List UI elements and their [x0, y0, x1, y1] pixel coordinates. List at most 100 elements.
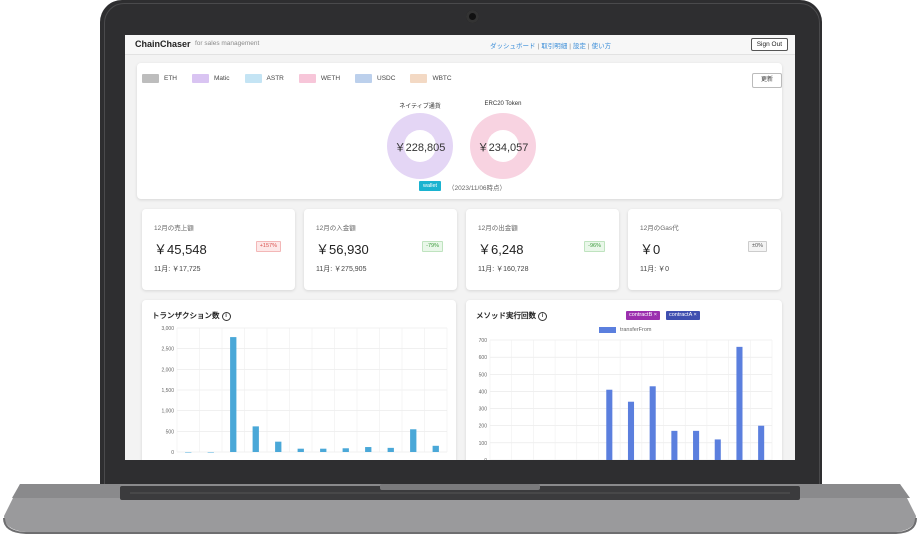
stat-card-deposits: 12月の入金額 ￥56,930 -79% 11月: ￥275,905 — [304, 209, 457, 290]
donut-hole — [404, 130, 436, 162]
erc20-token-value: ￥234,057 — [477, 142, 529, 154]
y-tick-label: 500 — [479, 372, 488, 378]
bar — [252, 426, 259, 452]
bar — [207, 452, 214, 453]
series-label: transferFrom — [620, 327, 652, 333]
bar — [649, 386, 656, 460]
stat-previous: 11月: ￥160,728 — [478, 266, 529, 273]
donut-hole — [487, 130, 519, 162]
laptop-base — [3, 484, 917, 534]
y-tick-label: 3,000 — [161, 326, 174, 332]
stat-previous: 11月: ￥0 — [640, 266, 670, 273]
bar — [758, 425, 765, 460]
bar — [693, 430, 700, 460]
y-tick-label: 200 — [479, 424, 488, 430]
legend-swatch-eth[interactable] — [142, 73, 159, 83]
y-tick-label: 2,000 — [161, 367, 174, 373]
bar — [387, 447, 394, 452]
legend-label-eth: ETH — [164, 74, 177, 82]
bar — [230, 337, 237, 452]
webcam — [466, 10, 479, 23]
brand-subtitle: for sales management — [195, 40, 260, 47]
nav-link-transactions[interactable]: 取引明細 — [541, 43, 568, 50]
top-navbar: ChainChaser for sales management ダッシュボード… — [125, 35, 795, 55]
y-tick-label: 0 — [171, 450, 174, 456]
nav-separator: | — [587, 43, 590, 50]
brand-logo[interactable]: ChainChaser — [135, 39, 191, 49]
stat-change-badge: ±0% — [748, 241, 767, 252]
bar — [714, 439, 721, 460]
bar — [627, 401, 635, 460]
y-tick-label: 1,000 — [161, 409, 174, 415]
native-currency-donut[interactable] — [387, 113, 453, 179]
info-icon[interactable]: i — [221, 311, 231, 321]
nav-link-howto[interactable]: 使い方 — [591, 43, 612, 50]
balance-card: ETH Matic ASTR WETH USDC WBTC 更新 ネイティブ通貨… — [137, 63, 782, 199]
bar — [432, 445, 439, 452]
bar — [342, 448, 349, 452]
stat-change-badge: -79% — [422, 241, 443, 252]
erc20-token-title: ERC20 Token — [484, 101, 522, 107]
stat-previous: 11月: ￥17,725 — [154, 266, 201, 273]
nav-links: ダッシュボード | 取引明細 | 設定 | 使い方 — [490, 40, 611, 50]
chart-title-text: メソッド実行回数 — [476, 311, 536, 320]
legend-swatch-astr[interactable] — [244, 73, 262, 83]
bar — [185, 452, 192, 453]
series-legend: transferFrom — [599, 327, 651, 333]
stat-value: ￥45,548 — [154, 242, 207, 257]
nav-separator: | — [569, 43, 571, 50]
stat-value: ￥56,930 — [316, 242, 369, 257]
stat-label: 12月の出金額 — [478, 225, 518, 232]
app-screen: ChainChaser for sales management ダッシュボード… — [125, 35, 795, 460]
legend-label-weth: WETH — [320, 74, 341, 82]
method-chart-card: メソッド実行回数 i contractB × contractA × trans… — [466, 300, 782, 460]
stat-card-gas: 12月のGas代 ￥0 ±0% 11月: ￥0 — [628, 209, 781, 290]
y-tick-label: 1,500 — [161, 388, 174, 394]
stat-card-sales: 12月の売上額 ￥45,548 +157% 11月: ￥17,725 — [142, 209, 295, 290]
bar — [671, 430, 678, 460]
legend-label-wbtc: WBTC — [432, 74, 452, 82]
legend-swatch-wbtc[interactable] — [410, 73, 428, 83]
info-icon[interactable]: i — [538, 311, 548, 321]
y-tick-label: 400 — [479, 389, 488, 395]
stat-label: 12月のGas代 — [640, 225, 679, 232]
legend-swatch-usdc[interactable] — [355, 73, 373, 83]
sign-out-button[interactable]: Sign Out — [750, 38, 788, 51]
filter-chip-contracta[interactable]: contractA × — [666, 311, 700, 320]
nav-separator: | — [537, 43, 540, 50]
method-bar-chart: 0 100 200 300 400 500 600 700 — [479, 338, 773, 460]
stat-card-withdrawals: 12月の出金額 ￥6,248 -96% 11月: ￥160,728 — [466, 209, 619, 290]
legend-swatch-matic[interactable] — [192, 73, 209, 83]
y-tick-label: 600 — [479, 355, 488, 361]
asset-legend: ETH Matic ASTR WETH USDC WBTC — [142, 73, 467, 83]
native-currency-title: ネイティブ通貨 — [399, 104, 441, 110]
bar — [297, 448, 304, 452]
transaction-chart-card: トランザクション数 i 0 500 1,000 1,500 2,000 2,500 3,00… — [142, 300, 456, 460]
transaction-bar-chart: 0 500 1,000 1,500 2,000 2,500 3,000 — [161, 326, 448, 456]
stat-previous: 11月: ￥275,905 — [316, 266, 367, 273]
stat-change-badge: -96% — [584, 241, 605, 252]
nav-link-settings[interactable]: 設定 — [572, 43, 586, 50]
as-of-date: （2023/11/06時点） — [448, 185, 507, 192]
legend-label-usdc: USDC — [377, 74, 396, 82]
bar — [320, 448, 327, 452]
bar — [410, 429, 417, 452]
series-swatch[interactable] — [599, 327, 616, 333]
chart-title: メソッド実行回数 i — [476, 310, 548, 321]
chart-title: トランザクション数 i — [152, 310, 231, 321]
stat-value: ￥6,248 — [478, 242, 524, 257]
y-tick-label: 100 — [479, 441, 488, 447]
y-tick-label: 2,500 — [161, 347, 174, 353]
bar — [365, 447, 372, 452]
bar — [606, 389, 613, 460]
wallet-badge[interactable]: wallet — [419, 181, 442, 191]
y-tick-label: 0 — [484, 458, 487, 460]
legend-label-matic: Matic — [214, 74, 230, 82]
nav-link-dashboard[interactable]: ダッシュボード — [490, 43, 536, 50]
bar — [736, 346, 743, 460]
erc20-token-donut[interactable] — [470, 113, 536, 179]
native-currency-value: ￥228,805 — [394, 142, 446, 154]
filter-chip-contractb[interactable]: contractB × — [626, 311, 660, 320]
legend-swatch-weth[interactable] — [298, 73, 316, 83]
update-button[interactable]: 更新 — [752, 73, 782, 88]
